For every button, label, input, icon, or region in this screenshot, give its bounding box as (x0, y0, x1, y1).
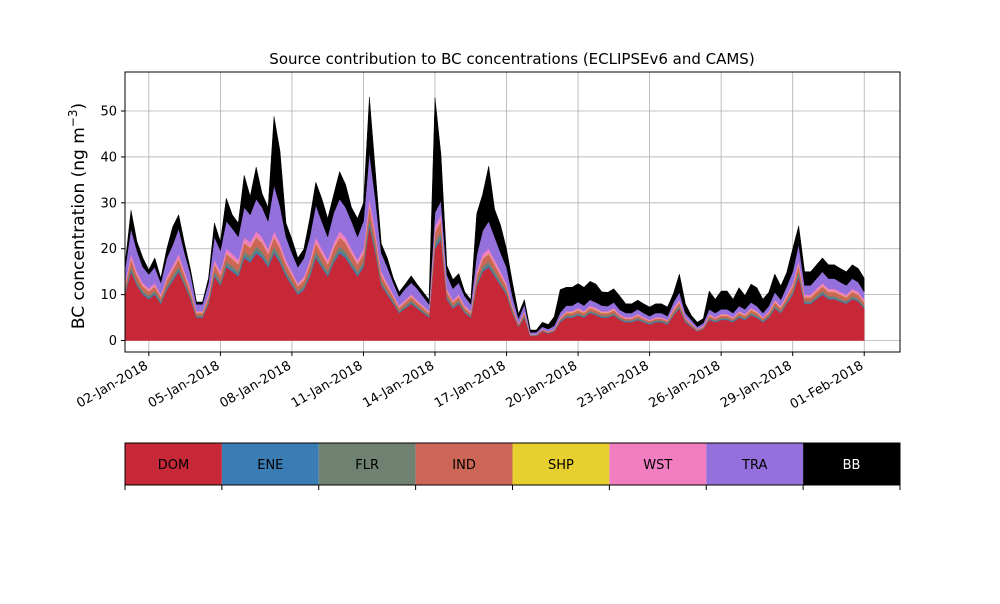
legend-swatch-shp (512, 443, 610, 485)
y-axis-label-text: BC concentration (ng m (69, 127, 89, 329)
legend-swatch-flr (318, 443, 416, 485)
legend-label-flr: FLR (355, 458, 379, 473)
legend-swatch-dom (125, 443, 222, 485)
y-axis-label-close: ) (69, 103, 89, 110)
y-tick-label: 10 (100, 288, 117, 303)
y-tick-label: 50 (100, 105, 117, 120)
legend-label-shp: SHP (548, 458, 574, 473)
y-axis-label: BC concentration (ng m−3) (66, 103, 89, 329)
legend-label-dom: DOM (158, 458, 189, 473)
legend-label-tra: TRA (741, 458, 767, 473)
axes-frame (124, 71, 901, 353)
y-tick-label: 0 (109, 334, 117, 349)
legend-swatch-wst (609, 443, 707, 485)
chart-title: Source contribution to BC concentrations… (269, 50, 754, 68)
y-tick-label: 40 (100, 150, 117, 165)
stacked-areas (124, 96, 865, 341)
legend-label-ind: IND (452, 458, 476, 473)
y-tick-label: 20 (100, 242, 117, 257)
legend-bar: DOM ENE FLR IND SHP WST TRA BB (124, 442, 901, 490)
legend-label-bb: BB (843, 458, 861, 473)
area-series-bb (124, 96, 865, 333)
y-axis-label-superscript: −3 (66, 109, 80, 127)
legend-swatch-bb (803, 443, 900, 485)
y-tick-label: 30 (100, 196, 117, 211)
legend-swatch-ind (415, 443, 513, 485)
y-axis-ticks: 0 10 20 30 40 50 (100, 105, 125, 349)
legend-label-wst: WST (643, 458, 672, 473)
legend-label-ene: ENE (257, 458, 283, 473)
legend-swatch-tra (706, 443, 804, 485)
legend-swatch-ene (221, 443, 319, 485)
